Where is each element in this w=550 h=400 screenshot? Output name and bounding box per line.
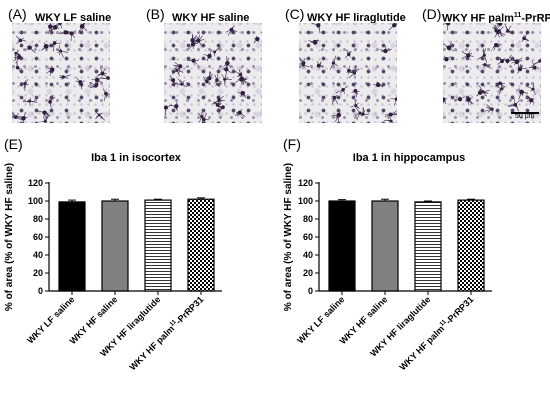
- panel-d-title: WKY HF palm11-PrRP31: [442, 12, 550, 25]
- micrograph-d: [443, 23, 541, 123]
- panel-a-title: WKY LF saline: [35, 12, 112, 24]
- chart-f-ytick-label: 80: [303, 214, 313, 224]
- chart-e-ytick-label: 40: [33, 250, 43, 260]
- chart-e-title: Iba 1 in isocortex: [91, 152, 182, 164]
- chart-f-category-label: WKY HF palm11-PrRP31: [397, 294, 475, 372]
- chart-f-bar: [457, 199, 485, 292]
- panel-b-letter: (B): [146, 6, 165, 22]
- chart-e-ytick-label: 80: [33, 214, 43, 224]
- chart-e-ytick-label: 20: [33, 268, 43, 278]
- panel-b-title: WKY HF saline: [172, 12, 250, 24]
- chart-e-ytick-label: 0: [38, 286, 43, 296]
- chart-e-ytick-label: 120: [28, 178, 43, 188]
- scale-bar-label: 50 μm: [515, 113, 535, 120]
- chart-f-bar: [328, 200, 356, 292]
- panel-c-letter: (C): [285, 6, 305, 22]
- scale-bar: [511, 112, 539, 114]
- chart-e-bar: [187, 198, 215, 292]
- chart-f-ytick-label: 0: [308, 286, 313, 296]
- chart-e-ytick-label: 60: [33, 232, 43, 242]
- chart-e-bar: [144, 199, 172, 292]
- micrograph-b: [164, 23, 262, 123]
- chart-e-letter: (E): [4, 136, 23, 152]
- chart-f-bar: [414, 201, 442, 292]
- chart-e-category-label: WKY HF palm11-PrRP31: [127, 294, 205, 372]
- chart-e-bar: [101, 200, 129, 292]
- chart-f-ylabel: % of area (% of WKY HF saline): [283, 163, 294, 311]
- chart-f-ytick-label: 60: [303, 232, 313, 242]
- panel-d-letter: (D): [422, 6, 442, 22]
- chart-e-bar: [58, 201, 86, 292]
- chart-f-ytick-label: 100: [298, 196, 313, 206]
- panel-a-letter: (A): [8, 6, 27, 22]
- chart-f-letter: (F): [283, 136, 301, 152]
- chart-e-ylabel: % of area (% of WKY HF saline): [4, 163, 15, 311]
- chart-f-ytick-label: 120: [298, 178, 313, 188]
- chart-f-title: Iba 1 in hippocampus: [353, 152, 465, 164]
- chart-f-bar: [371, 200, 399, 292]
- chart-e-ytick-label: 100: [28, 196, 43, 206]
- micrograph-c: [299, 23, 397, 123]
- panel-c-title: WKY HF liraglutide: [307, 12, 406, 24]
- micrograph-a: [12, 23, 110, 123]
- chart-f-ytick-label: 20: [303, 268, 313, 278]
- chart-f-ytick-label: 40: [303, 250, 313, 260]
